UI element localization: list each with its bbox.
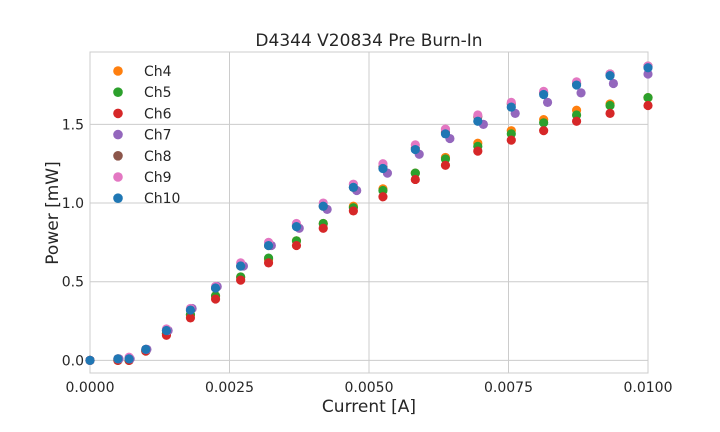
legend-marker: [113, 108, 123, 119]
legend-label: Ch8: [144, 149, 172, 165]
legend-item-ch10: Ch10: [113, 191, 180, 207]
legend-label: Ch7: [144, 128, 172, 144]
legend-marker: [113, 129, 123, 140]
data-point: [348, 206, 358, 216]
series-ch10: [85, 63, 653, 366]
legend-label: Ch10: [144, 191, 180, 207]
y-tick-label: 0.5: [62, 275, 84, 291]
data-point: [571, 80, 582, 90]
data-points: [85, 61, 653, 366]
y-tick-label: 1.0: [62, 196, 84, 212]
x-tick-label: 0.0050: [345, 380, 394, 396]
y-tick-label: 0.0: [62, 353, 84, 369]
x-tick-label: 0.0000: [66, 380, 115, 396]
data-point: [605, 71, 615, 81]
data-point: [185, 313, 196, 323]
data-point: [539, 89, 549, 100]
data-point: [506, 129, 516, 139]
data-point: [410, 168, 420, 178]
data-point: [473, 116, 483, 126]
data-point: [378, 192, 388, 202]
data-point: [291, 222, 302, 232]
data-point: [608, 78, 619, 89]
data-point: [539, 126, 549, 136]
x-tick-label: 0.0100: [624, 380, 673, 396]
data-point: [113, 354, 123, 364]
legend: Ch4 Ch5 Ch6 Ch7 Ch8 Ch9 Ch10: [113, 64, 180, 207]
data-point: [210, 294, 221, 304]
data-point: [643, 69, 653, 79]
legend-marker: [113, 172, 123, 182]
legend-label: Ch4: [144, 64, 172, 80]
data-point: [141, 344, 151, 354]
legend-item-ch4: Ch4: [113, 64, 172, 80]
data-point: [410, 174, 420, 185]
data-point: [542, 97, 553, 107]
data-point: [571, 116, 582, 126]
data-point: [440, 129, 451, 139]
legend-label: Ch9: [144, 170, 172, 186]
data-point: [210, 283, 221, 293]
legend-marker: [113, 193, 123, 203]
tick-labels: 0.0000 0.0025 0.0050 0.0075 0.0100 0.0 0.5 1.0 1…: [62, 117, 673, 396]
x-tick-label: 0.0075: [484, 380, 533, 396]
data-point: [440, 160, 451, 170]
data-point: [539, 118, 549, 128]
legend-item-ch6: Ch6: [113, 106, 172, 122]
x-tick-label: 0.0025: [205, 380, 254, 396]
data-point: [348, 182, 358, 192]
data-point: [605, 108, 615, 118]
data-point: [571, 110, 582, 120]
data-point: [473, 110, 483, 120]
legend-marker: [113, 66, 123, 76]
data-point: [85, 355, 95, 366]
data-point: [410, 144, 420, 155]
data-point: [124, 354, 134, 364]
legend-label: Ch6: [144, 106, 172, 122]
data-point: [378, 163, 388, 174]
data-point: [185, 305, 196, 315]
data-point: [161, 325, 172, 336]
y-axis-label: Power [mW]: [43, 161, 63, 264]
data-point: [506, 135, 516, 145]
legend-label: Ch5: [144, 85, 172, 101]
data-point: [643, 100, 653, 111]
data-point: [473, 146, 483, 156]
x-axis-label: Current [A]: [322, 397, 416, 417]
data-point: [605, 100, 615, 111]
legend-marker: [113, 87, 123, 97]
data-point: [643, 63, 653, 73]
legend-item-ch8: Ch8: [113, 149, 172, 165]
data-point: [440, 154, 451, 164]
data-point: [236, 261, 246, 271]
data-point: [263, 258, 274, 268]
legend-marker: [113, 151, 123, 161]
legend-item-ch5: Ch5: [113, 85, 172, 101]
data-point: [576, 88, 586, 98]
data-point: [291, 240, 302, 251]
plot-frame: [89, 51, 649, 374]
data-point: [236, 275, 246, 285]
data-point: [378, 185, 388, 196]
data-point: [318, 201, 328, 211]
legend-item-ch9: Ch9: [113, 170, 172, 186]
data-point: [318, 223, 328, 233]
legend-item-ch7: Ch7: [113, 128, 172, 144]
data-point: [263, 240, 274, 251]
data-point: [506, 102, 516, 112]
y-tick-label: 1.5: [62, 117, 84, 133]
data-point: [643, 93, 653, 103]
chart-title: D4344 V20834 Pre Burn-In: [255, 31, 482, 51]
